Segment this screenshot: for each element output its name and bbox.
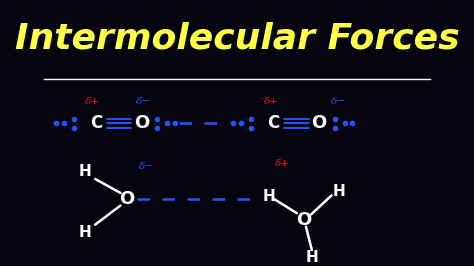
Text: δ+: δ+: [264, 97, 279, 106]
Text: δ−: δ−: [331, 97, 346, 106]
Text: δ+: δ+: [84, 97, 100, 106]
Text: Intermolecular Forces: Intermolecular Forces: [15, 21, 459, 55]
Text: δ+: δ+: [275, 159, 290, 168]
Text: H: H: [305, 250, 318, 265]
Text: H: H: [333, 184, 346, 199]
Text: H: H: [79, 164, 91, 179]
Text: C: C: [267, 114, 279, 132]
Text: δ−: δ−: [136, 97, 151, 106]
Text: H: H: [79, 225, 91, 240]
Text: O: O: [134, 114, 149, 132]
Text: O: O: [311, 114, 327, 132]
Text: C: C: [90, 114, 102, 132]
Text: δ−: δ−: [139, 162, 154, 171]
Text: H: H: [262, 189, 275, 204]
Text: O: O: [119, 190, 134, 208]
Text: O: O: [296, 211, 311, 228]
